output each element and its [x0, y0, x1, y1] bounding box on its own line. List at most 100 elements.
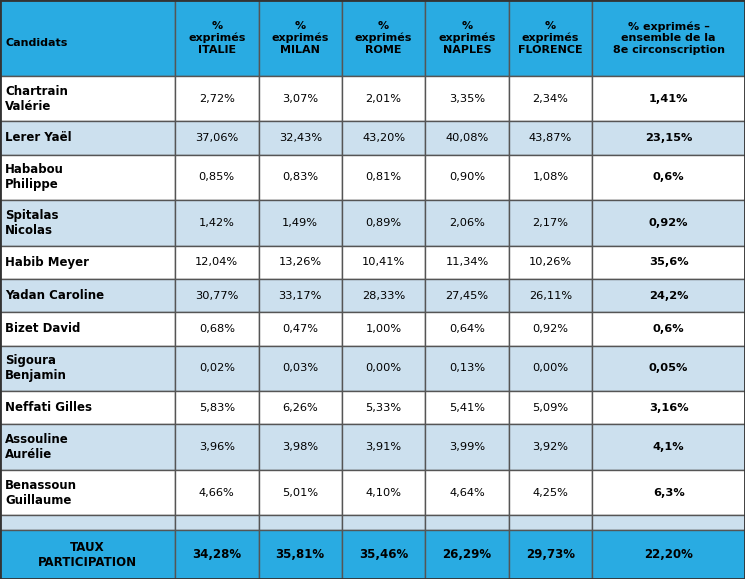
Text: 6,26%: 6,26%: [282, 403, 318, 413]
Text: Yadan Caroline: Yadan Caroline: [5, 289, 104, 302]
Text: 3,35%: 3,35%: [449, 94, 485, 104]
Bar: [425, 279, 509, 312]
Bar: [509, 155, 592, 200]
Bar: [509, 76, 592, 121]
Text: Hababou
Philippe: Hababou Philippe: [5, 163, 64, 191]
Bar: [0, 391, 175, 424]
Text: 0,89%: 0,89%: [366, 218, 402, 228]
Text: 1,00%: 1,00%: [366, 324, 402, 334]
Bar: [509, 391, 592, 424]
Bar: [259, 424, 342, 470]
Bar: [592, 76, 745, 121]
Text: 0,00%: 0,00%: [533, 363, 568, 373]
Bar: [0, 76, 175, 121]
Text: 13,26%: 13,26%: [279, 257, 322, 267]
Text: 3,99%: 3,99%: [449, 442, 485, 452]
Bar: [425, 155, 509, 200]
Text: 40,08%: 40,08%: [446, 133, 489, 143]
Text: 35,6%: 35,6%: [649, 257, 688, 267]
Bar: [342, 155, 425, 200]
Bar: [509, 515, 592, 530]
Text: Habib Meyer: Habib Meyer: [5, 256, 89, 269]
Bar: [342, 346, 425, 391]
Bar: [592, 424, 745, 470]
Text: 29,73%: 29,73%: [526, 548, 575, 561]
Bar: [592, 530, 745, 579]
Text: 3,92%: 3,92%: [533, 442, 568, 452]
Bar: [175, 515, 259, 530]
Bar: [425, 76, 509, 121]
Bar: [0, 312, 175, 346]
Text: Bizet David: Bizet David: [5, 323, 80, 335]
Text: 0,68%: 0,68%: [199, 324, 235, 334]
Bar: [592, 515, 745, 530]
Text: 1,49%: 1,49%: [282, 218, 318, 228]
Bar: [425, 0, 509, 76]
Bar: [425, 245, 509, 279]
Bar: [592, 470, 745, 515]
Text: Lerer Yaël: Lerer Yaël: [5, 131, 72, 144]
Bar: [259, 155, 342, 200]
Text: 0,83%: 0,83%: [282, 173, 318, 182]
Bar: [175, 76, 259, 121]
Text: 0,64%: 0,64%: [449, 324, 485, 334]
Text: 26,29%: 26,29%: [443, 548, 492, 561]
Text: 1,42%: 1,42%: [199, 218, 235, 228]
Bar: [0, 121, 175, 155]
Bar: [509, 424, 592, 470]
Bar: [175, 312, 259, 346]
Bar: [342, 312, 425, 346]
Bar: [175, 0, 259, 76]
Text: 10,26%: 10,26%: [529, 257, 572, 267]
Text: TAUX
PARTICIPATION: TAUX PARTICIPATION: [38, 541, 137, 569]
Text: 2,17%: 2,17%: [533, 218, 568, 228]
Bar: [175, 121, 259, 155]
Bar: [509, 0, 592, 76]
Text: 3,96%: 3,96%: [199, 442, 235, 452]
Bar: [175, 424, 259, 470]
Bar: [425, 346, 509, 391]
Bar: [342, 200, 425, 245]
Bar: [259, 391, 342, 424]
Bar: [509, 312, 592, 346]
Text: 24,2%: 24,2%: [649, 291, 688, 301]
Text: 4,25%: 4,25%: [533, 488, 568, 497]
Text: 4,64%: 4,64%: [449, 488, 485, 497]
Text: 2,34%: 2,34%: [533, 94, 568, 104]
Text: 2,01%: 2,01%: [366, 94, 402, 104]
Text: %
exprimés
ITALIE: % exprimés ITALIE: [188, 21, 246, 55]
Bar: [259, 0, 342, 76]
Text: 23,15%: 23,15%: [645, 133, 692, 143]
Bar: [342, 530, 425, 579]
Text: 4,66%: 4,66%: [199, 488, 235, 497]
Text: Neffati Gilles: Neffati Gilles: [5, 401, 92, 414]
Bar: [259, 121, 342, 155]
Text: 0,92%: 0,92%: [649, 218, 688, 228]
Bar: [342, 0, 425, 76]
Text: Chartrain
Valérie: Chartrain Valérie: [5, 85, 68, 112]
Text: Sigoura
Benjamin: Sigoura Benjamin: [5, 354, 67, 382]
Text: Candidats: Candidats: [5, 38, 68, 48]
Text: 33,17%: 33,17%: [279, 291, 322, 301]
Bar: [175, 346, 259, 391]
Text: 27,45%: 27,45%: [446, 291, 489, 301]
Text: Assouline
Aurélie: Assouline Aurélie: [5, 433, 69, 461]
Bar: [425, 312, 509, 346]
Bar: [425, 121, 509, 155]
Bar: [0, 470, 175, 515]
Text: 35,46%: 35,46%: [359, 548, 408, 561]
Bar: [0, 279, 175, 312]
Bar: [592, 245, 745, 279]
Text: % exprimés –
ensemble de la
8e circonscription: % exprimés – ensemble de la 8e circonscr…: [612, 21, 725, 55]
Text: 34,28%: 34,28%: [192, 548, 241, 561]
Text: 0,03%: 0,03%: [282, 363, 318, 373]
Bar: [259, 76, 342, 121]
Text: 35,81%: 35,81%: [276, 548, 325, 561]
Bar: [259, 200, 342, 245]
Bar: [425, 200, 509, 245]
Bar: [0, 155, 175, 200]
Bar: [0, 200, 175, 245]
Text: 0,81%: 0,81%: [366, 173, 402, 182]
Text: 43,20%: 43,20%: [362, 133, 405, 143]
Bar: [259, 346, 342, 391]
